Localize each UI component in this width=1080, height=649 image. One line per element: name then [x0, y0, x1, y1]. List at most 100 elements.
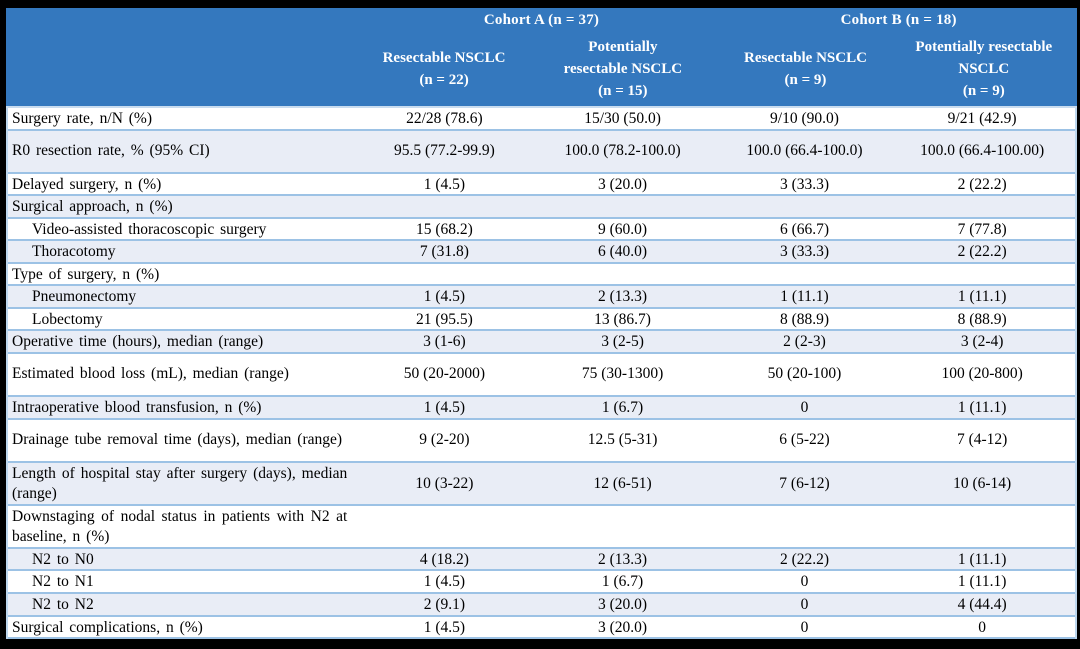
- cell-value: 1 (11.1): [957, 288, 1007, 306]
- row-label: Thoracotomy: [32, 243, 116, 261]
- cell-value: 12 (6-51): [593, 474, 652, 492]
- cell-value: 9 (2-20): [419, 430, 470, 448]
- table-row: Delayed surgery, n (%) 1 (4.5) 3 (20.0) …: [8, 173, 1075, 197]
- column-header-potentially-a: Potentially resectable NSCLC (n = 15): [563, 39, 683, 99]
- table-row: Estimated blood loss (mL), median (range…: [8, 354, 1075, 398]
- cell-value: 100.0 (78.2-100.0): [564, 141, 681, 159]
- row-label: Pneumonectomy: [32, 288, 137, 306]
- cell-value: [525, 274, 719, 276]
- cell-value: 1 (4.5): [423, 175, 466, 193]
- row-label: Estimated blood loss (mL), median (range…: [12, 365, 289, 383]
- table-row: Surgery rate, n/N (%) 22/28 (78.6) 15/30…: [8, 108, 1075, 131]
- cell-value: 1 (11.1): [957, 573, 1007, 591]
- cell-value: 9/10 (90.0): [770, 110, 839, 127]
- cell-value: [720, 206, 890, 208]
- row-label: Length of hospital stay after surgery (d…: [12, 464, 348, 503]
- cell-value: 3 (20.0): [598, 618, 648, 636]
- cell-value: 15/30 (50.0): [584, 110, 661, 127]
- outcomes-table: Cohort A (n = 37) Cohort B (n = 18) Rese…: [6, 8, 1077, 640]
- table-row: Length of hospital stay after surgery (d…: [8, 462, 1075, 506]
- cell-value: 15 (68.2): [415, 220, 473, 238]
- table-row: Type of surgery, n (%): [8, 263, 1075, 287]
- cell-value: 6 (40.0): [598, 243, 648, 261]
- column-header-resectable-b: Resectable NSCLC (n = 9): [744, 49, 867, 88]
- cell-value: 8 (88.9): [779, 310, 830, 328]
- cell-value: 7 (77.8): [957, 220, 1007, 238]
- table-row: Drainage tube removal time (days), media…: [8, 419, 1075, 463]
- cell-value: 4 (18.2): [419, 550, 469, 568]
- table-row: Lobectomy 21 (95.5) 13 (86.7) 8 (88.9) 8…: [8, 308, 1075, 332]
- table-row: N2 to N0 4 (18.2) 2 (13.3) 2 (22.2) 1 (1…: [8, 548, 1075, 572]
- cell-value: 2 (9.1): [423, 595, 466, 613]
- cell-value: 9/21 (42.9): [947, 110, 1017, 127]
- cell-value: 1 (4.5): [423, 573, 466, 591]
- cell-value: 50 (20-100): [767, 365, 842, 383]
- cell-value: [363, 206, 525, 208]
- column-header-resectable-a: Resectable NSCLC (n = 22): [382, 49, 506, 88]
- cell-value: 0: [800, 573, 809, 591]
- cell-value: 2 (22.2): [779, 550, 830, 568]
- cell-value: 10 (6-14): [953, 474, 1012, 492]
- cell-value: 1 (11.1): [780, 288, 829, 306]
- table-header: Cohort A (n = 37) Cohort B (n = 18) Rese…: [6, 8, 1077, 108]
- table-row: Surgical complications, n (%) 1 (4.5) 3 …: [8, 616, 1075, 640]
- cell-value: [720, 274, 890, 276]
- table-row: Surgical approach, n (%): [8, 196, 1075, 219]
- table-row: Downstaging of nodal status in patients …: [8, 505, 1075, 549]
- cell-value: 1 (6.7): [601, 573, 644, 591]
- cell-value: 2 (2-3): [783, 333, 826, 351]
- cell-value: 3 (2-5): [601, 333, 644, 351]
- cell-value: 1 (4.5): [423, 288, 466, 306]
- cohort-a-header: Cohort A (n = 37): [483, 12, 600, 28]
- cell-value: 7 (31.8): [419, 243, 469, 261]
- row-label: Surgical approach, n (%): [12, 198, 173, 216]
- cell-value: 3 (1-6): [423, 333, 466, 351]
- subcolumn-header-row: Resectable NSCLC (n = 22) Potentially re…: [6, 35, 1077, 110]
- row-label: Drainage tube removal time (days), media…: [12, 430, 343, 448]
- cell-value: 10 (3-22): [415, 474, 474, 492]
- cohort-b-header: Cohort B (n = 18): [840, 12, 957, 28]
- cell-value: [363, 526, 525, 528]
- cell-value: 3 (20.0): [598, 175, 648, 193]
- cell-value: 13 (86.7): [594, 310, 651, 328]
- row-label: Intraoperative blood transfusion, n (%): [12, 399, 262, 417]
- table-row: Thoracotomy 7 (31.8) 6 (40.0) 3 (33.3) 2…: [8, 241, 1075, 264]
- row-label: N2 to N0: [32, 550, 94, 568]
- cell-value: 50 (20-2000): [403, 365, 486, 383]
- column-header-potentially-b: Potentially resectable NSCLC (n = 9): [915, 39, 1053, 99]
- cell-value: 2 (13.3): [598, 288, 648, 306]
- cell-value: [889, 274, 1075, 276]
- table-row: Video-assisted thoracoscopic surgery 15 …: [8, 218, 1075, 242]
- cell-value: 0: [800, 618, 809, 636]
- cell-value: 1 (4.5): [423, 618, 466, 636]
- cell-value: 6 (66.7): [779, 220, 830, 238]
- cell-value: 100.0 (66.4-100.0): [746, 141, 863, 159]
- cell-value: 8 (88.9): [957, 310, 1007, 328]
- empty-corner-cell: [6, 8, 363, 35]
- cell-value: [525, 526, 719, 528]
- cell-value: 0: [800, 399, 809, 417]
- cell-value: 1 (4.5): [423, 399, 466, 417]
- table-row: Intraoperative blood transfusion, n (%) …: [8, 397, 1075, 420]
- cell-value: 12.5 (5-31): [587, 430, 658, 448]
- cell-value: 4 (44.4): [957, 595, 1007, 613]
- cell-value: [525, 206, 719, 208]
- cell-value: 9 (60.0): [598, 220, 648, 238]
- row-label: Video-assisted thoracoscopic surgery: [32, 220, 267, 238]
- cell-value: 3 (33.3): [779, 175, 830, 193]
- row-label: Downstaging of nodal status in patients …: [12, 507, 348, 546]
- cell-value: 3 (20.0): [598, 595, 648, 613]
- row-label: R0 resection rate, % (95% CI): [12, 141, 210, 159]
- cell-value: 2 (22.2): [957, 243, 1007, 261]
- cell-value: 3 (33.3): [779, 243, 830, 261]
- empty-label-header: [6, 35, 363, 110]
- row-label: Operative time (hours), median (range): [12, 333, 264, 351]
- cell-value: 7 (6-12): [779, 474, 830, 492]
- cell-value: [889, 526, 1075, 528]
- cell-value: 95.5 (77.2-99.9): [394, 141, 495, 159]
- row-label: Delayed surgery, n (%): [12, 175, 162, 193]
- row-label: N2 to N2: [32, 595, 94, 613]
- cell-value: 1 (11.1): [957, 399, 1007, 417]
- row-label: N2 to N1: [32, 573, 94, 591]
- table-row: Pneumonectomy 1 (4.5) 2 (13.3) 1 (11.1) …: [8, 286, 1075, 309]
